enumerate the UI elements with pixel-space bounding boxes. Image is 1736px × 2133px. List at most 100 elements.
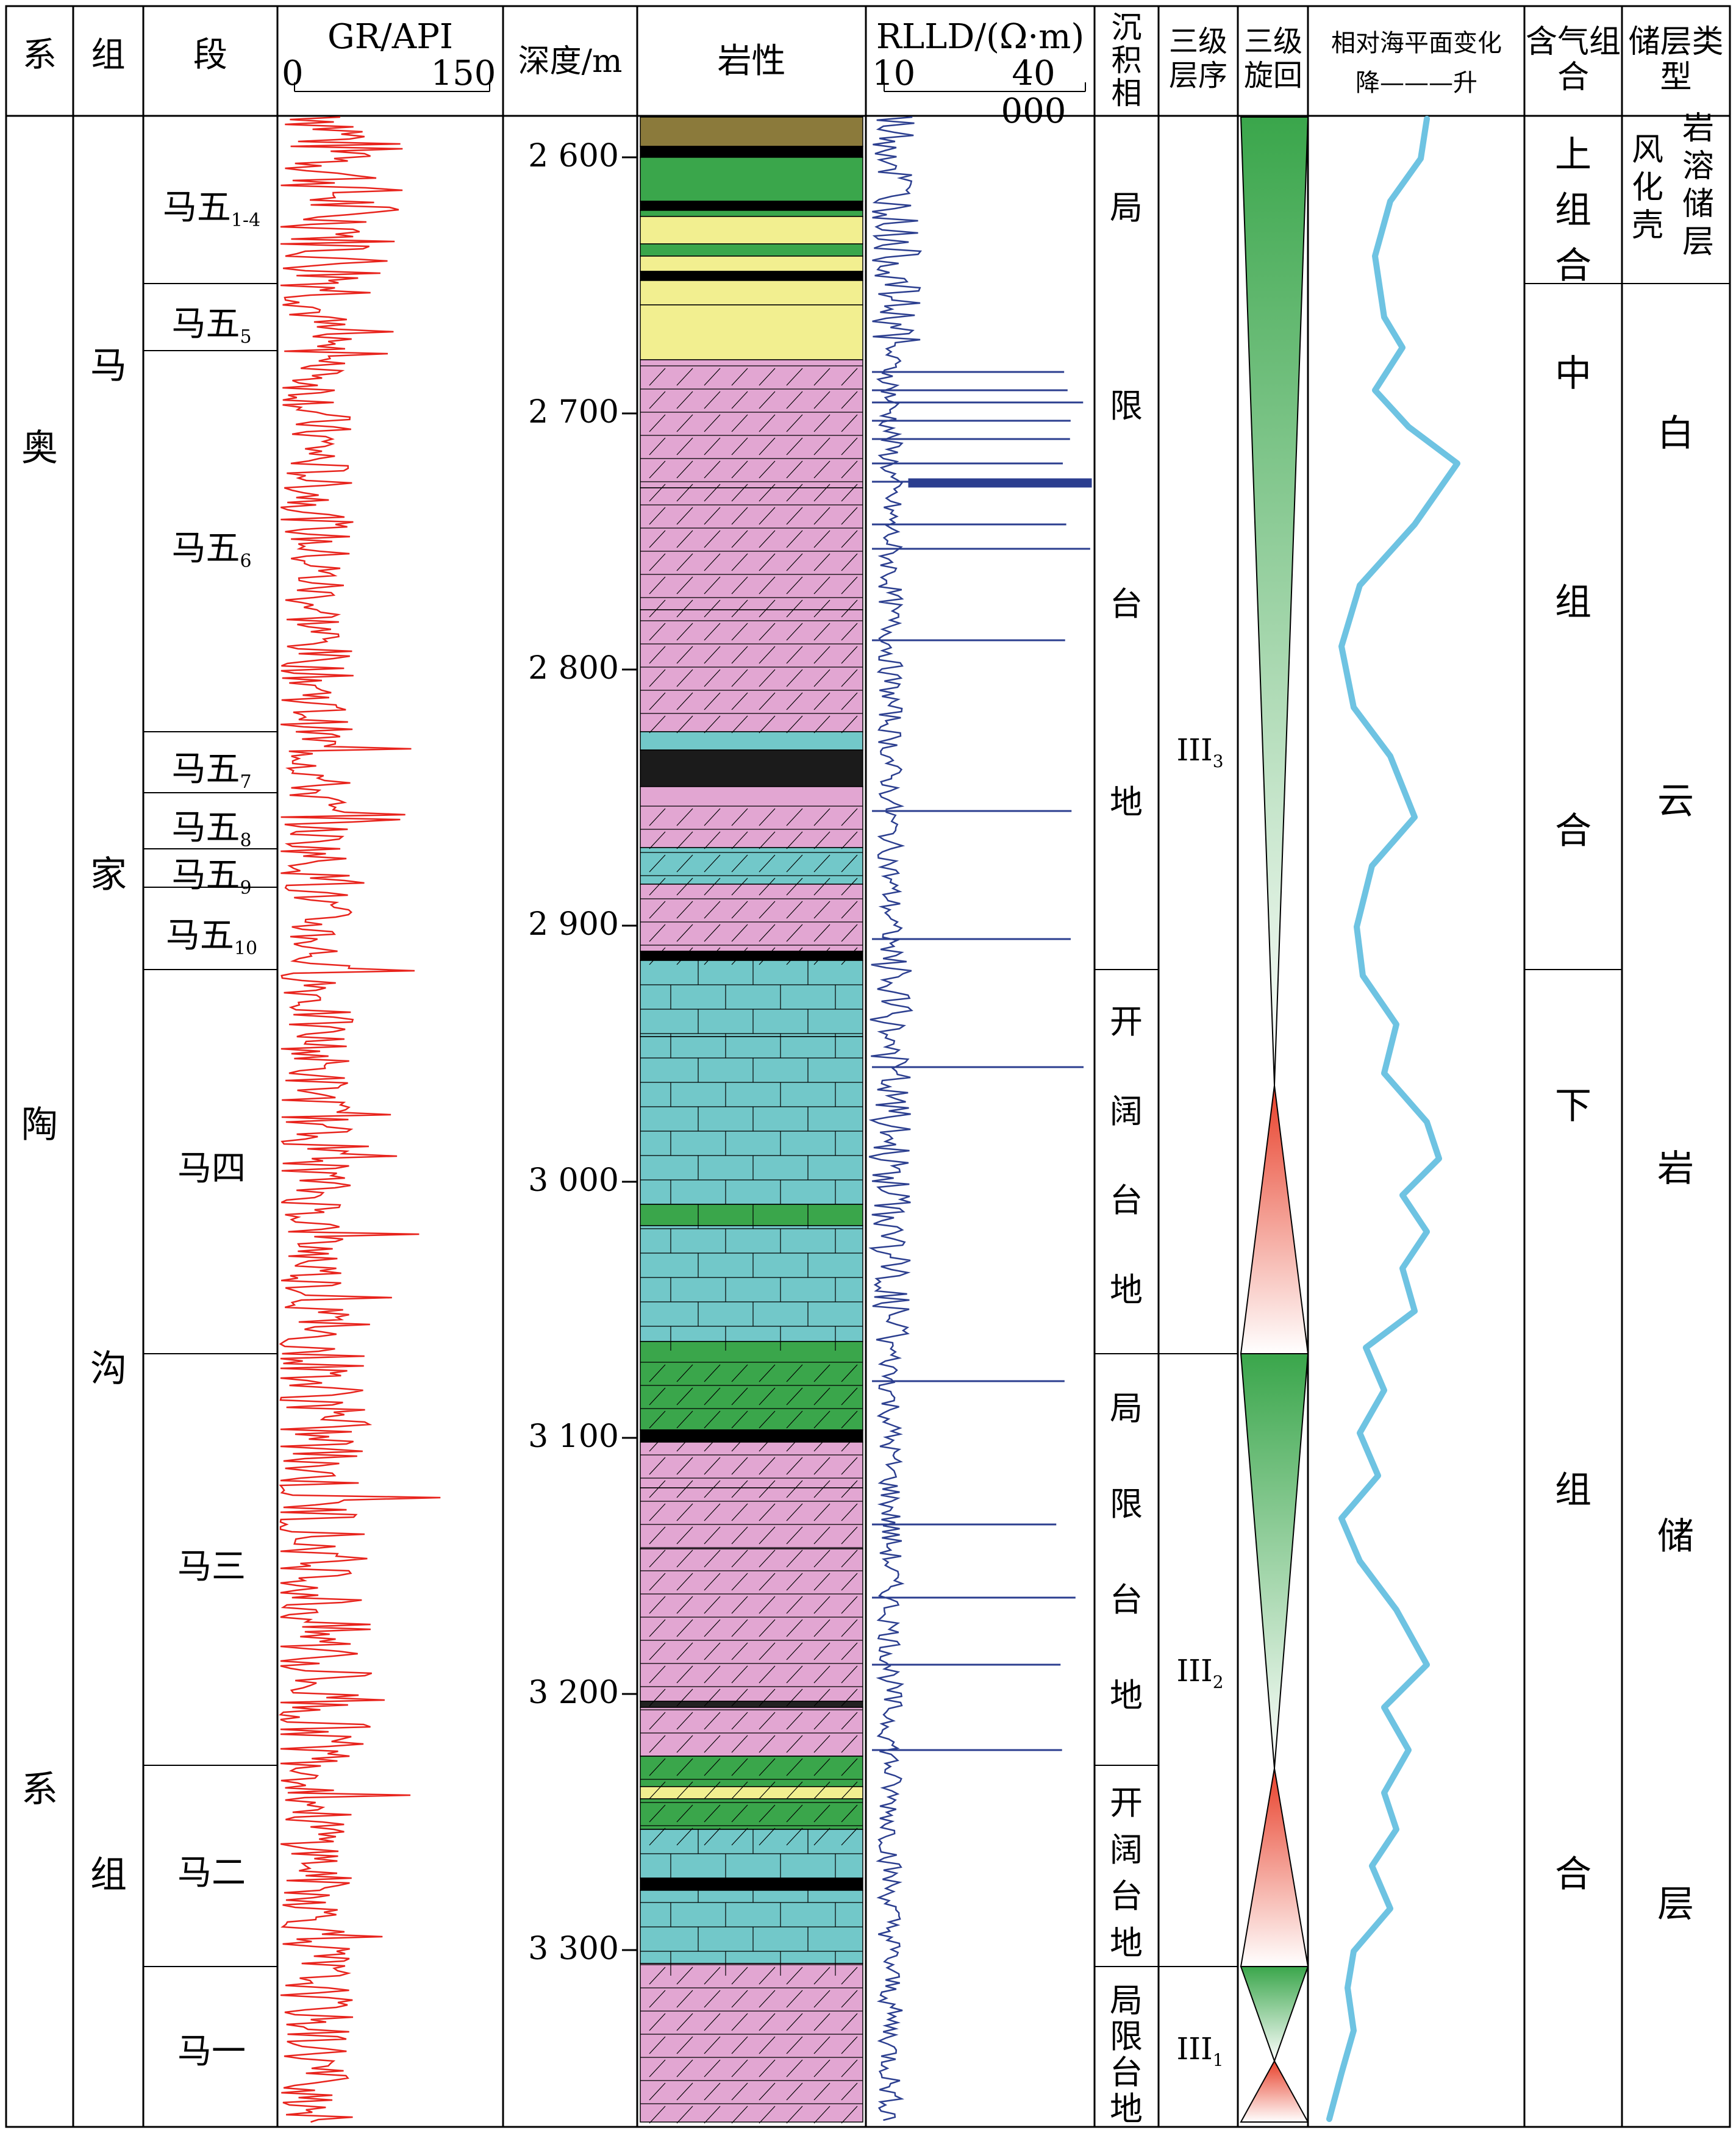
member-2: 马五5 [146, 296, 277, 348]
depth-tick-label: 3 000 [528, 1162, 619, 1199]
header-gas-assembly: 含气组合 [1526, 24, 1621, 96]
facies-char: 开 [1110, 1002, 1143, 1041]
sequence-III2-sub: 2 [1212, 1672, 1224, 1692]
cycle-regressive-3 [1240, 1966, 1309, 2063]
cycle-regressive-1 [1240, 116, 1309, 1086]
facies-char: 地 [1110, 1924, 1143, 1963]
column-grid [5, 5, 1731, 2128]
sequence-III1-name: III [1176, 2031, 1213, 2067]
rlld-min: 10 [872, 54, 916, 93]
member-name: 马四 [177, 1149, 246, 1188]
facies-char: 局 [1110, 1981, 1143, 2020]
member-6: 马五9 [146, 848, 277, 899]
member-name: 马五 [165, 915, 234, 956]
depth-tick-label: 2 800 [528, 650, 619, 687]
cycle-transgressive-3 [1240, 2059, 1309, 2123]
member-subscript: 5 [240, 326, 252, 348]
facies-char: 地 [1110, 1676, 1143, 1715]
member-name: 马五 [171, 808, 240, 848]
facies-char: 阔 [1110, 1830, 1143, 1869]
member-subscript: 7 [240, 771, 252, 793]
member-name: 马五 [162, 187, 231, 227]
member-subscript: 1-4 [230, 209, 261, 231]
gas-assembly-char: 合 [1555, 245, 1591, 288]
depth-tick-label: 3 200 [528, 1674, 619, 1711]
member-name: 马一 [177, 2031, 246, 2071]
facies-char: 开 [1110, 1783, 1143, 1822]
reservoir-dolomite-char: 云 [1657, 780, 1694, 823]
facies-char: 限 [1110, 1484, 1143, 1523]
header-sealevel: 相对海平面变化 [1331, 29, 1502, 57]
header-lithology: 岩性 [717, 41, 786, 81]
reservoir-dolomite-char: 层 [1657, 1883, 1694, 1926]
member-subscript: 9 [240, 877, 252, 899]
depth-tick-label: 3 100 [528, 1418, 619, 1455]
lithology-column [640, 116, 863, 2124]
gr-curve [279, 116, 441, 2123]
system-char-2: 陶 [21, 1104, 58, 1146]
reservoir-karst: 岩溶 [1682, 110, 1714, 185]
member-7: 马五10 [146, 908, 277, 959]
cycle-transgressive-2 [1240, 1768, 1309, 1967]
reservoir-dolomite-char: 白 [1657, 412, 1694, 456]
gr-min: 0 [282, 54, 304, 93]
member-3: 马五6 [146, 521, 277, 572]
reservoir-karst-reservoir: 储层 [1682, 186, 1714, 260]
member-name: 马三 [177, 1546, 246, 1587]
header-member: 段 [193, 35, 227, 75]
gas-assembly-char: 组 [1555, 189, 1591, 232]
formation-char-1: 马 [90, 345, 127, 387]
header-gr: GR/API [327, 17, 453, 57]
rlld-max: 40 000 [1001, 54, 1066, 131]
sealevel-curve [1326, 116, 1460, 2122]
facies-char: 阔 [1110, 1092, 1143, 1131]
member-name: 马五 [171, 304, 240, 344]
sequence-III1-sub: 1 [1212, 2050, 1224, 2070]
gas-assembly-char: 合 [1555, 809, 1591, 852]
gas-assembly-char: 组 [1555, 1469, 1591, 1512]
depth-tick-label: 3 300 [528, 1931, 619, 1967]
facies-char: 地 [1110, 1270, 1143, 1309]
header-facies: 沉积相 [1111, 10, 1142, 111]
cycle-transgressive-1 [1240, 1085, 1309, 1354]
system-char-3: 系 [21, 1768, 58, 1811]
member-name: 马五 [171, 855, 240, 895]
rlld-curve [868, 116, 923, 2121]
facies-char: 地 [1110, 783, 1143, 822]
depth-tick-label: 2 900 [528, 906, 619, 943]
sealevel-axis: 降———升 [1356, 69, 1477, 97]
gas-assembly-char: 中 [1555, 352, 1591, 395]
facies-char: 局 [1110, 1388, 1143, 1427]
gas-assembly-char: 下 [1555, 1085, 1591, 1127]
facies-char: 局 [1110, 188, 1143, 227]
header-formation: 组 [91, 35, 126, 75]
gas-assembly-char: 上 [1555, 134, 1591, 177]
sequence-III2-name: III [1176, 1653, 1213, 1688]
reservoir-dolomite-char: 岩 [1657, 1148, 1694, 1191]
facies-char: 台 [1110, 1580, 1143, 1619]
rlld-spikes [872, 371, 1092, 1751]
member-name: 马二 [177, 1853, 246, 1893]
sequence-III1: III1 [1176, 2028, 1224, 2082]
sequence-III2: III2 [1176, 1649, 1224, 1704]
depth-tick-label: 2 600 [528, 138, 619, 174]
formation-char-4: 组 [90, 1854, 127, 1896]
reservoir-dolomite-char: 储 [1657, 1515, 1694, 1559]
member-subscript: 6 [240, 550, 252, 572]
member-9: 马三 [146, 1539, 277, 1590]
gas-assembly-char: 合 [1555, 1853, 1591, 1896]
reservoir-karst-col1: 风化壳 [1623, 131, 1672, 245]
member-name: 马五 [171, 749, 240, 789]
sequence-III3: III3 [1176, 729, 1224, 783]
member-10: 马二 [146, 1845, 277, 1896]
header-cycle: 三级旋回 [1243, 24, 1302, 93]
facies-char: 台 [1110, 585, 1143, 624]
formation-char-2: 家 [90, 854, 127, 896]
header-reservoir-type: 储层类型 [1628, 24, 1724, 96]
facies-char: 限 [1110, 386, 1143, 425]
member-4: 马五7 [146, 741, 277, 793]
member-1: 马五1-4 [146, 180, 277, 231]
cycle-regressive-2 [1240, 1353, 1309, 1769]
cycle-triangles [1240, 116, 1309, 2123]
